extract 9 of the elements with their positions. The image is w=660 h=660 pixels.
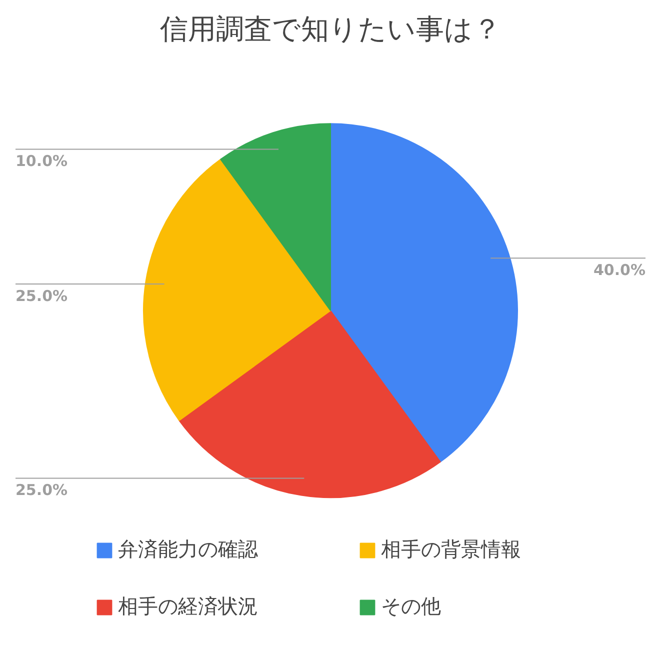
legend-label: 弁済能力の確認 (118, 536, 259, 563)
chart-title: 信用調査で知りたい事は？ (160, 12, 501, 46)
data-label: 40.0% (593, 261, 646, 280)
legend-label: 相手の背景情報 (381, 536, 522, 563)
legend-label: その他 (381, 593, 442, 620)
data-label: 10.0% (16, 152, 68, 170)
data-label: 25.0% (16, 481, 68, 500)
data-label: 25.0% (16, 287, 68, 306)
legend-label: 相手の経済状況 (118, 593, 259, 620)
